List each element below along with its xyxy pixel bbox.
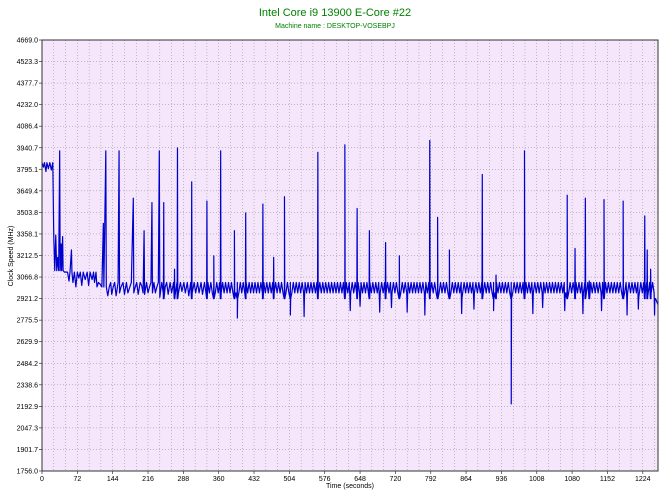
- x-tick-label: 504: [284, 476, 296, 483]
- x-tick-label: 0: [40, 476, 44, 483]
- y-tick-label: 2921.2: [17, 296, 39, 303]
- y-tick-label: 4377.7: [17, 81, 39, 88]
- y-tick-label: 3940.7: [17, 145, 39, 152]
- chart-subtitle: Machine name : DESKTOP-VOSEBPJ: [275, 23, 395, 30]
- y-tick-label: 4232.0: [17, 102, 39, 109]
- y-tick-label: 4086.4: [17, 124, 39, 131]
- x-tick-label: 864: [460, 476, 472, 483]
- y-tick-label: 3503.8: [17, 210, 39, 217]
- x-tick-label: 1080: [564, 476, 580, 483]
- y-tick-label: 4669.0: [17, 38, 39, 45]
- y-tick-label: 3649.4: [17, 188, 39, 195]
- x-tick-label: 648: [354, 476, 366, 483]
- x-tick-label: 1152: [600, 476, 615, 483]
- series-layer: [41, 139, 659, 405]
- y-tick-label: 3358.1: [17, 231, 39, 238]
- y-tick-label: 2775.5: [17, 318, 39, 325]
- y-tick-label: 4523.3: [17, 59, 39, 66]
- y-tick-label: 1756.0: [17, 469, 39, 476]
- x-tick-label: 576: [319, 476, 331, 483]
- y-tick-label: 2484.2: [17, 361, 39, 368]
- x-tick-label: 144: [107, 476, 119, 483]
- x-axis-label: Time (seconds): [326, 483, 374, 490]
- plot-area: [42, 40, 658, 471]
- y-tick-label: 2047.3: [17, 425, 39, 432]
- y-tick-label: 2338.6: [17, 382, 39, 389]
- x-tick-label: 1224: [635, 476, 651, 483]
- y-tick-label: 3795.1: [17, 167, 39, 174]
- x-tick-label: 72: [73, 476, 81, 483]
- x-tick-label: 288: [178, 476, 190, 483]
- y-axis-label: Clock Speed (MHz): [8, 226, 15, 287]
- tick-labels: 0 72 144 216 288 360 432 504 576 648 720 792 864 936 1…: [17, 38, 651, 484]
- y-tick-label: 2629.9: [17, 339, 39, 346]
- y-tick-label: 3212.5: [17, 253, 39, 260]
- x-tick-label: 936: [496, 476, 508, 483]
- y-tick-label: 2192.9: [17, 404, 39, 411]
- y-tick-label: 3066.8: [17, 275, 39, 282]
- x-tick-label: 792: [425, 476, 437, 483]
- x-tick-label: 720: [390, 476, 402, 483]
- chart-title: Intel Core i9 13900 E-Core #22: [259, 7, 411, 19]
- x-tick-label: 216: [142, 476, 154, 483]
- x-tick-label: 360: [213, 476, 225, 483]
- x-tick-label: 1008: [529, 476, 545, 483]
- clock-speed-series-line: [41, 139, 659, 405]
- y-tick-label: 1901.7: [17, 447, 39, 454]
- x-tick-label: 432: [248, 476, 260, 483]
